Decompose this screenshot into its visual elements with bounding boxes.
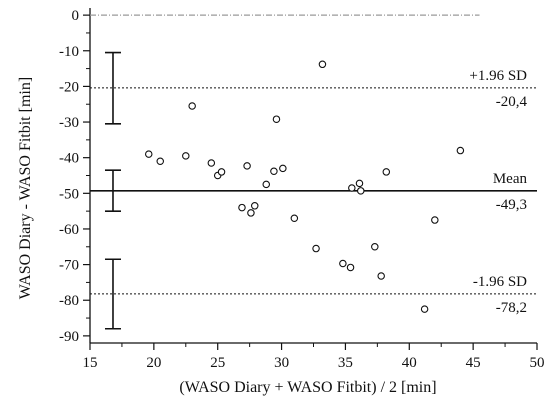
- y-tick-label: 0: [72, 8, 80, 24]
- data-point: [217, 168, 226, 176]
- data-point: [238, 203, 246, 212]
- data-point: [247, 209, 255, 217]
- mean-value: -49,3: [496, 197, 527, 213]
- data-point: [318, 60, 327, 69]
- data-point: [243, 162, 251, 170]
- y-tick-label: -90: [59, 329, 79, 345]
- y-tick-label: -60: [59, 222, 79, 238]
- mean-label: Mean: [493, 171, 528, 187]
- x-tick-label: 15: [83, 355, 98, 371]
- y-tick-label: -10: [59, 44, 79, 60]
- data-point: [188, 102, 196, 110]
- data-point: [357, 187, 365, 195]
- data-point: [251, 202, 259, 210]
- data-point: [262, 180, 270, 189]
- upper-loa-label: +1.96 SD: [469, 68, 527, 84]
- data-point: [371, 243, 379, 251]
- data-point: [339, 259, 347, 268]
- data-point: [346, 263, 355, 272]
- data-point: [272, 115, 281, 123]
- data-point: [144, 150, 153, 158]
- data-point: [290, 214, 299, 223]
- data-point: [420, 305, 429, 313]
- data-point: [156, 157, 164, 165]
- x-tick-label: 40: [402, 355, 417, 371]
- data-point: [382, 168, 391, 176]
- x-tick-label: 30: [274, 355, 289, 371]
- x-tick-label: 25: [210, 355, 225, 371]
- data-point: [207, 159, 216, 167]
- data-point: [182, 152, 190, 160]
- data-point: [456, 146, 465, 155]
- data-point: [348, 184, 356, 192]
- upper-loa-value: -20,4: [496, 94, 528, 110]
- y-tick-label: -50: [59, 186, 79, 202]
- y-tick-label: -30: [59, 115, 79, 131]
- x-tick-label: 35: [338, 355, 353, 371]
- y-tick-label: -40: [59, 151, 79, 167]
- data-point: [312, 244, 320, 253]
- data-point: [431, 216, 439, 224]
- data-point: [377, 272, 385, 280]
- y-tick-label: -20: [59, 79, 79, 95]
- lower-loa-label: -1.96 SD: [473, 274, 527, 290]
- y-tick-label: -70: [59, 258, 79, 274]
- x-axis-title: (WASO Diary + WASO Fitbit) / 2 [min]: [179, 379, 436, 396]
- x-tick-label: 20: [146, 355, 161, 371]
- y-tick-label: -80: [59, 293, 79, 309]
- data-point: [355, 179, 364, 188]
- x-tick-label: 45: [466, 355, 481, 371]
- y-axis-title: WASO Diary - WASO Fitbit [min]: [17, 77, 34, 299]
- lower-loa-value: -78,2: [496, 300, 527, 316]
- data-point: [270, 167, 278, 175]
- data-point: [279, 164, 287, 173]
- x-tick-label: 50: [530, 355, 545, 371]
